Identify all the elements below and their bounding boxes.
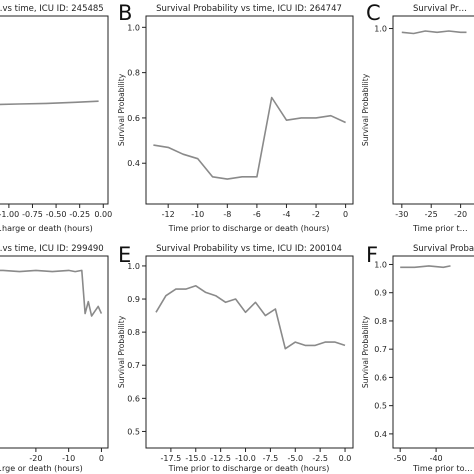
- chart-panel-3: -30 -25 -20 1.0 Survival Pr… Time prior t… Sur…: [361, 1, 474, 233]
- x-axis-label: Time prior to…: [412, 464, 472, 473]
- plot-frame: [392, 255, 474, 449]
- x-tick-label: -0.25: [69, 210, 90, 219]
- panel-letter: F: [366, 243, 378, 267]
- x-tick-label: -20: [454, 210, 467, 219]
- y-tick-label: 0.4: [374, 430, 387, 439]
- y-axis-label: Survival Probability: [117, 315, 126, 388]
- plot-frame: [0, 255, 109, 449]
- x-tick-label: -40: [430, 454, 443, 463]
- chart-title: Survival Pr…: [413, 4, 467, 14]
- y-axis-label: Survival Probability: [361, 73, 370, 146]
- chart-title: …vs time, ICU ID: 299490: [0, 244, 104, 254]
- x-tick-label: -15.0: [185, 454, 206, 463]
- y-tick-label: 0.5: [127, 427, 140, 436]
- x-tick-label: -10: [191, 210, 204, 219]
- series-line: [0, 269, 103, 317]
- y-tick-label: 0.6: [374, 373, 387, 382]
- x-tick-label: 0.0: [339, 454, 352, 463]
- y-tick-label: 0.6: [127, 394, 140, 403]
- y-tick-label: 1.0: [127, 23, 140, 32]
- x-tick-label: 0.00: [94, 210, 112, 219]
- x-tick-label: -30: [395, 210, 408, 219]
- x-axis-label: …harge or death (hours): [0, 224, 93, 233]
- chart-panel-6: -50 -40 0.4 0.5 0.6 0.7 0.8 0.9 1.0 Survival Prob…: [361, 243, 474, 473]
- plot-frame: [0, 15, 109, 205]
- x-tick-label: -12.5: [210, 454, 231, 463]
- x-tick-label: -0.50: [46, 210, 67, 219]
- y-tick-label: 0.9: [374, 289, 387, 298]
- x-tick-label: -5.0: [287, 454, 303, 463]
- x-tick-label: -17.5: [161, 454, 182, 463]
- y-tick-label: 0.8: [127, 328, 140, 337]
- x-tick-label: -1.00: [0, 210, 19, 219]
- y-tick-label: 0.9: [127, 295, 140, 304]
- x-tick-label: -2: [312, 210, 320, 219]
- chart-panel-5: -17.5 -15.0 -12.5 -10.0 -7.5 -5.0 -2.5 0.0 0.5 0.…: [117, 243, 354, 473]
- chart-title: Survival Probability vs time, ICU ID: 20…: [156, 244, 342, 254]
- x-tick-label: -8: [223, 210, 231, 219]
- x-axis-label: Time prior t…: [412, 224, 468, 233]
- plot-frame: [392, 15, 474, 205]
- y-tick-label: 1.0: [374, 260, 387, 269]
- x-tick-label: -20: [29, 454, 42, 463]
- x-tick-label: 0: [99, 454, 104, 463]
- y-tick-label: 0.7: [374, 345, 387, 354]
- panel-letter: E: [118, 243, 131, 267]
- series-line: [400, 265, 451, 269]
- x-tick-label: -0.75: [22, 210, 43, 219]
- x-axis-label: …rge or death (hours): [0, 464, 83, 473]
- x-tick-label: -6: [253, 210, 261, 219]
- series-line: [0, 100, 99, 106]
- y-axis-label: Survival Probability: [117, 73, 126, 146]
- chart-title: Survival Probab…: [413, 244, 474, 254]
- x-tick-label: -4: [282, 210, 290, 219]
- panel-letter: B: [118, 1, 132, 25]
- panel-letter: C: [366, 1, 381, 25]
- y-tick-label: 0.7: [127, 361, 140, 370]
- x-tick-label: -10.0: [235, 454, 256, 463]
- x-tick-label: -7.5: [263, 454, 279, 463]
- plot-frame: [145, 15, 354, 205]
- y-tick-label: 0.5: [374, 402, 387, 411]
- chart-panel-4: -20 -10 0 …vs time, ICU ID: 299490 …rge or d…: [0, 244, 109, 473]
- y-tick-label: 0.8: [127, 69, 140, 78]
- y-tick-label: 1.0: [374, 25, 387, 34]
- y-axis-label: Survival Probability: [361, 315, 370, 388]
- chart-panel-2: -12 -10 -8 -6 -4 -2 0 0.4 0.6 0.8 1.0 Survival Prob…: [117, 1, 354, 233]
- x-axis-label: Time prior to discharge or death (hours): [168, 464, 330, 473]
- chart-panel-1: -1.00 -0.75 -0.50 -0.25 0.00 …vs time, ICU ID…: [0, 4, 112, 233]
- x-tick-label: -2.5: [312, 454, 328, 463]
- y-tick-label: 1.0: [127, 262, 140, 271]
- series-line: [153, 96, 346, 180]
- chart-title: Survival Probability vs time, ICU ID: 26…: [156, 4, 342, 14]
- chart-title: …vs time, ICU ID: 245485: [0, 4, 104, 14]
- y-tick-label: 0.6: [127, 114, 140, 123]
- y-tick-label: 0.4: [127, 159, 140, 168]
- x-tick-label: -10: [62, 454, 75, 463]
- series-line: [401, 30, 467, 35]
- x-tick-label: 0: [343, 210, 348, 219]
- x-tick-label: -50: [394, 454, 407, 463]
- plot-frame: [145, 255, 354, 449]
- x-tick-label: -12: [162, 210, 175, 219]
- x-tick-label: -25: [425, 210, 438, 219]
- y-tick-label: 0.8: [374, 317, 387, 326]
- series-line: [155, 284, 346, 350]
- x-axis-label: Time prior to discharge or death (hours): [168, 224, 330, 233]
